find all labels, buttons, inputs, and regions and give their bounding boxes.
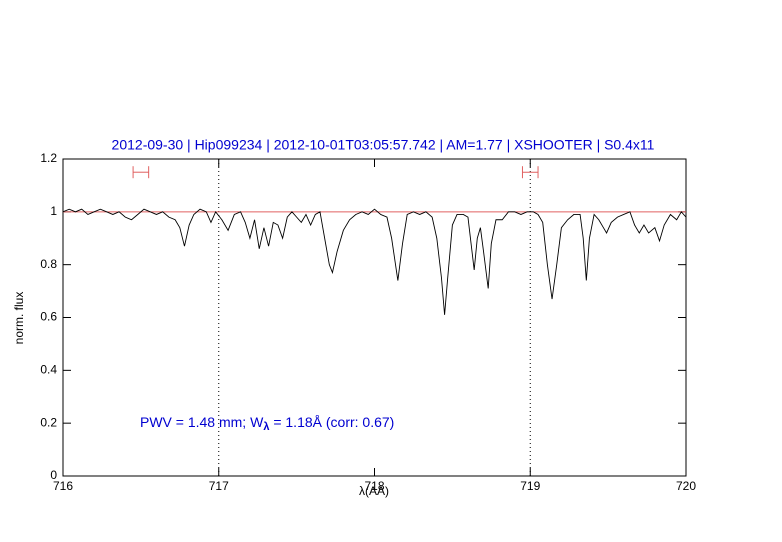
- y-tick-label: 0.2: [40, 415, 57, 429]
- chart-title: 2012-09-30 | Hip099234 | 2012-10-01T03:0…: [112, 137, 655, 153]
- x-tick-label: 718: [364, 479, 384, 493]
- x-tick-label: 717: [209, 479, 229, 493]
- annotation-text: = 1.18Å (corr: 0.67): [269, 414, 394, 430]
- x-tick-label: 716: [53, 479, 73, 493]
- x-tick-label: 720: [676, 479, 696, 493]
- y-tick-label: 0: [50, 468, 57, 482]
- y-tick-label: 1: [50, 204, 57, 218]
- x-axis-label: λ(AA): [359, 484, 389, 498]
- y-tick-label: 0.6: [40, 310, 57, 324]
- x-tick-label: 719: [520, 479, 540, 493]
- y-axis-label: norm. flux: [12, 292, 26, 345]
- y-tick-label: 0.4: [40, 363, 57, 377]
- annotation-text: PWV = 1.48 mm; W: [140, 414, 264, 430]
- y-tick-label: 1.2: [40, 151, 57, 165]
- spectrum-line: [62, 208, 687, 315]
- annotation: PWV = 1.48 mm; Wλ = 1.18Å (corr: 0.67): [140, 414, 394, 433]
- annotation-subscript: λ: [263, 421, 269, 433]
- y-tick-label: 0.8: [40, 257, 57, 271]
